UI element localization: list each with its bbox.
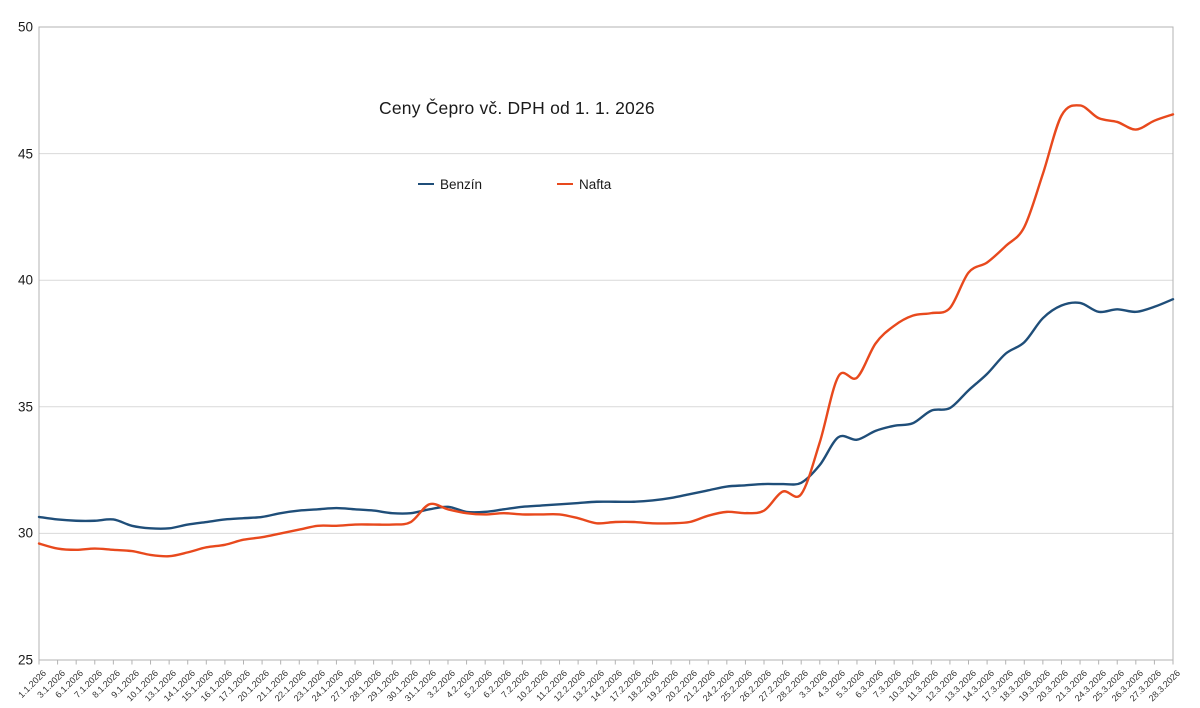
legend-label-nafta: Nafta [579, 176, 612, 192]
legend-item-nafta: Nafta [557, 176, 611, 192]
y-axis-label-30: 30 [17, 525, 33, 541]
y-axis-label-25: 25 [17, 652, 33, 668]
nafta-line-swatch-icon [557, 182, 573, 186]
y-axis-label-45: 45 [17, 146, 33, 162]
legend-label-benzin: Benzín [440, 176, 483, 192]
legend-item-benzin: Benzín [418, 176, 482, 192]
y-axis-label-50: 50 [17, 19, 33, 35]
legend: Benzín Nafta [0, 176, 1200, 194]
y-axis-label-35: 35 [17, 399, 33, 415]
benzin-line-swatch-icon [418, 182, 434, 186]
chart-title: Ceny Čepro vč. DPH od 1. 1. 2026 [379, 98, 655, 118]
benzin-line [37, 297, 1175, 530]
plot-border [38, 26, 1174, 661]
y-axis-label-40: 40 [17, 272, 33, 288]
nafta-line [37, 104, 1175, 558]
